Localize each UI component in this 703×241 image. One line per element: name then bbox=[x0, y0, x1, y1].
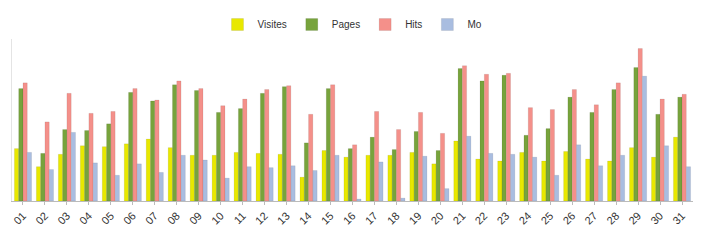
svg-text:11: 11 bbox=[231, 210, 248, 227]
svg-text:03: 03 bbox=[55, 210, 72, 227]
svg-text:21: 21 bbox=[450, 210, 467, 227]
svg-text:28: 28 bbox=[604, 210, 621, 227]
svg-text:08: 08 bbox=[165, 210, 182, 227]
svg-text:31: 31 bbox=[670, 210, 687, 227]
svg-text:26: 26 bbox=[560, 210, 577, 227]
svg-text:19: 19 bbox=[407, 210, 424, 227]
svg-text:Mo: Mo bbox=[467, 19, 481, 30]
svg-text:15: 15 bbox=[319, 210, 336, 227]
svg-text:04: 04 bbox=[77, 210, 94, 227]
svg-text:12: 12 bbox=[253, 210, 270, 227]
svg-text:27: 27 bbox=[582, 210, 599, 227]
svg-text:07: 07 bbox=[143, 210, 160, 227]
svg-text:09: 09 bbox=[187, 210, 204, 227]
svg-text:16: 16 bbox=[341, 210, 358, 227]
svg-text:14: 14 bbox=[297, 210, 314, 227]
svg-text:Pages: Pages bbox=[332, 19, 360, 30]
svg-text:13: 13 bbox=[275, 210, 292, 227]
svg-text:23: 23 bbox=[494, 210, 511, 227]
svg-text:22: 22 bbox=[472, 210, 489, 227]
svg-text:30: 30 bbox=[648, 210, 665, 227]
svg-text:10: 10 bbox=[209, 210, 226, 227]
svg-text:Visites: Visites bbox=[258, 19, 287, 30]
svg-text:02: 02 bbox=[33, 210, 50, 227]
svg-text:01: 01 bbox=[11, 210, 28, 227]
svg-text:25: 25 bbox=[538, 210, 555, 227]
svg-text:20: 20 bbox=[429, 210, 446, 227]
svg-text:29: 29 bbox=[626, 210, 643, 227]
svg-text:24: 24 bbox=[516, 210, 533, 227]
svg-text:17: 17 bbox=[363, 210, 380, 227]
svg-text:Hits: Hits bbox=[405, 19, 422, 30]
svg-text:05: 05 bbox=[99, 210, 116, 227]
svg-text:18: 18 bbox=[385, 210, 402, 227]
svg-text:06: 06 bbox=[121, 210, 138, 227]
